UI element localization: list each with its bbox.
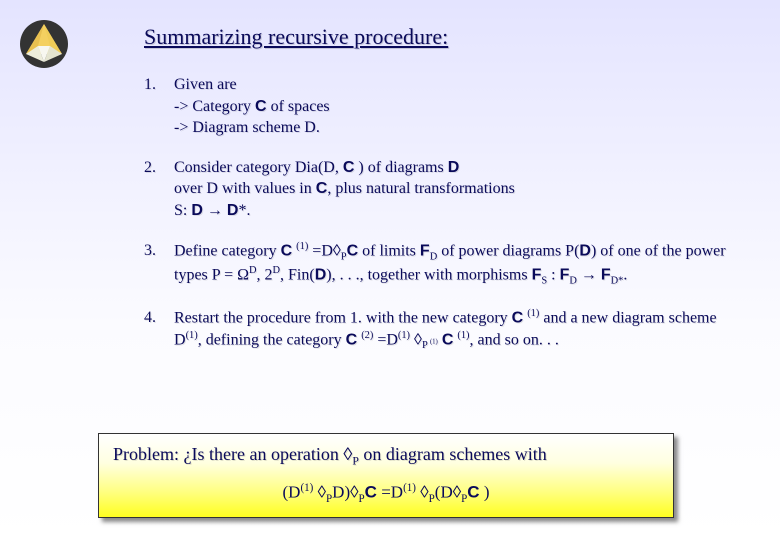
- item-body: Consider category Dia(D, C ) of diagrams…: [174, 157, 744, 222]
- item-number: 4.: [144, 307, 174, 353]
- item-body: Define category C (1) =D◊PC of limits FD…: [174, 240, 744, 289]
- problem-box: Problem: ¿Is there an operation ◊P on di…: [98, 433, 674, 518]
- item-number: 1.: [144, 74, 174, 139]
- problem-text: Problem: ¿Is there an operation ◊P on di…: [113, 444, 659, 468]
- procedure-list: 1. Given are-> Category C of spaces-> Di…: [144, 74, 744, 371]
- list-item: 3. Define category C (1) =D◊PC of limits…: [144, 240, 744, 289]
- item-body: Given are-> Category C of spaces-> Diagr…: [174, 74, 744, 139]
- list-item: 2. Consider category Dia(D, C ) of diagr…: [144, 157, 744, 222]
- list-item: 1. Given are-> Category C of spaces-> Di…: [144, 74, 744, 139]
- item-body: Restart the procedure from 1. with the n…: [174, 307, 744, 353]
- slide: Summarizing recursive procedure: 1. Give…: [0, 0, 780, 540]
- page-title: Summarizing recursive procedure:: [144, 24, 448, 50]
- list-item: 4. Restart the procedure from 1. with th…: [144, 307, 744, 353]
- logo-icon: [18, 18, 70, 70]
- problem-formula: (D(1) ◊PD)◊PC =D(1) ◊P(D◊PC ): [113, 482, 659, 505]
- item-number: 2.: [144, 157, 174, 222]
- item-number: 3.: [144, 240, 174, 289]
